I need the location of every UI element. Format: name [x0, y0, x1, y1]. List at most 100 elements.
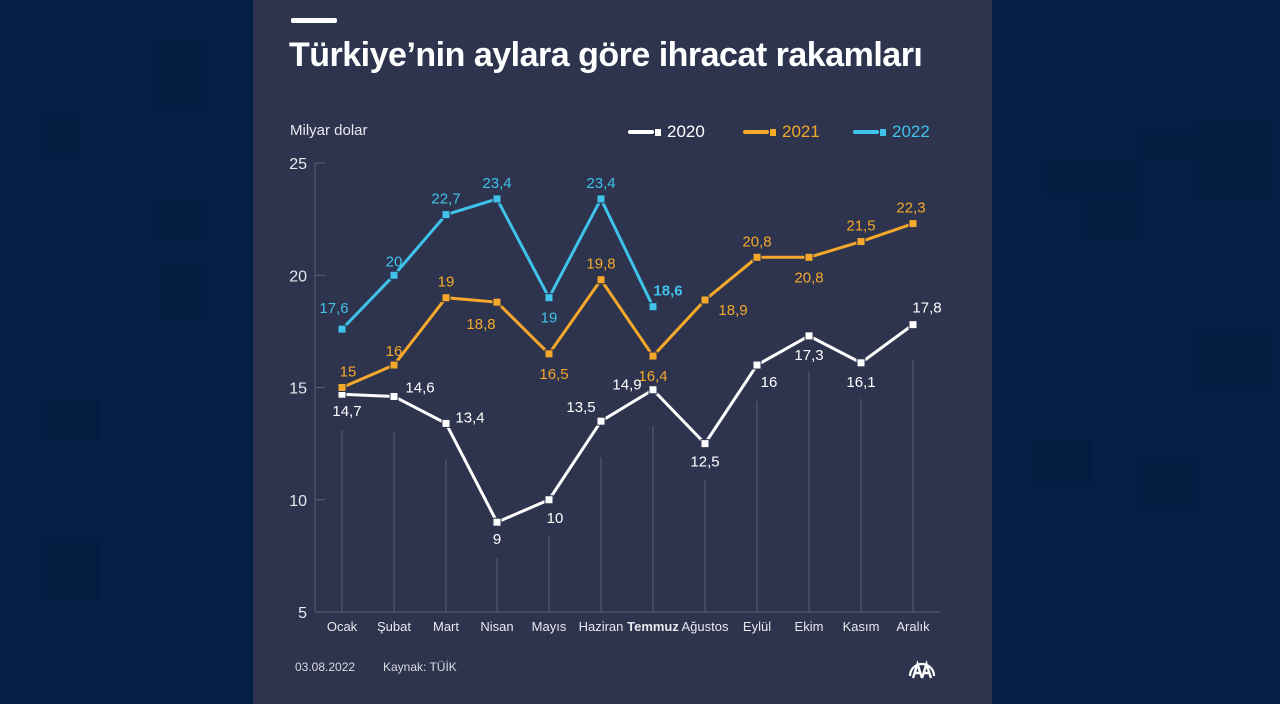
data-label-2020: 14,9 [612, 377, 641, 394]
data-source: Kaynak: TÜİK [383, 660, 457, 674]
legend-label: 2020 [667, 122, 705, 141]
data-label-2020: 9 [493, 531, 501, 548]
data-point-marker [804, 252, 814, 262]
y-axis-unit-label: Milyar dolar [290, 122, 368, 139]
data-point-marker [648, 385, 658, 395]
line-chart: 5 10 15 20 25 Ocak Şubat Mart Nisan Mayıs Haziran T… [289, 156, 941, 634]
data-point-marker [752, 252, 762, 262]
background-decoration [45, 400, 100, 440]
data-label-2022: 23,4 [482, 175, 511, 192]
legend-marker-icon [880, 128, 886, 136]
background-decoration [1142, 460, 1197, 510]
anadolu-agency-logo-icon [908, 660, 936, 679]
legend-marker-icon [770, 128, 776, 136]
legend-item-2021: 2021 [743, 122, 820, 142]
data-point-marker [389, 270, 399, 280]
data-label-2022: 17,6 [319, 300, 348, 317]
y-tick-label: 15 [289, 381, 307, 398]
data-point-marker [596, 194, 606, 204]
data-label-2022: 18,6 [653, 283, 682, 300]
data-label-2020: 12,5 [690, 454, 719, 471]
x-tick-label: Temmuz [627, 619, 679, 634]
data-point-marker [544, 293, 554, 303]
data-label-2021: 21,5 [846, 218, 875, 235]
data-label-2020: 17,3 [794, 347, 823, 364]
infographic-card: Türkiye’nin aylara göre ihracat rakamlar… [253, 0, 992, 704]
data-point-marker [856, 237, 866, 247]
y-tick-label: 10 [289, 493, 307, 510]
x-tick-label: Kasım [843, 619, 880, 634]
data-label-2021: 19,8 [586, 256, 615, 273]
data-labels: 14,7 14,6 13,4 9 10 13,5 14,9 12,5 16 17,3 16,1 17,… [319, 175, 941, 548]
background-decoration [155, 40, 205, 110]
data-label-2021: 19 [438, 274, 455, 291]
data-point-marker [856, 358, 866, 368]
data-label-2020: 17,8 [912, 300, 941, 317]
x-tick-label: Ağustos [682, 619, 729, 634]
data-label-2020: 10 [547, 510, 564, 527]
x-tick-label: Şubat [377, 619, 411, 634]
data-label-2021: 16,4 [638, 368, 667, 385]
background-left [0, 0, 253, 704]
background-decoration [1142, 130, 1197, 160]
chart-series [337, 194, 918, 527]
legend-line-icon [628, 130, 654, 134]
background-decoration [1197, 120, 1272, 200]
background-decoration [45, 540, 100, 600]
data-point-marker [700, 439, 710, 449]
publish-date: 03.08.2022 [295, 660, 356, 674]
x-tick-label: Ocak [327, 619, 358, 634]
data-label-2022: 23,4 [586, 175, 615, 192]
x-tick-label: Ekim [795, 619, 824, 634]
data-point-marker [492, 194, 502, 204]
month-drop-lines [341, 360, 914, 612]
y-tick-label: 5 [298, 605, 307, 622]
data-point-marker [648, 302, 658, 312]
background-decoration [1087, 200, 1142, 240]
data-point-marker [337, 324, 347, 334]
data-label-2021: 20,8 [742, 233, 771, 250]
data-label-2021: 20,8 [794, 269, 823, 286]
background-decoration [1047, 160, 1142, 195]
legend-item-2020: 2020 [628, 122, 705, 142]
legend-item-2022: 2022 [853, 122, 930, 142]
legend-label: 2021 [782, 122, 820, 141]
data-point-marker [544, 495, 554, 505]
legend-line-icon [743, 130, 769, 134]
data-label-2021: 16,5 [539, 366, 568, 383]
data-point-marker [648, 351, 658, 361]
data-point-marker [596, 416, 606, 426]
data-label-2022: 22,7 [431, 191, 460, 208]
data-label-2020: 16 [761, 374, 778, 391]
data-point-marker [441, 293, 451, 303]
x-tick-label: Mart [433, 619, 459, 634]
series-line-2020 [341, 323, 914, 525]
background-decoration [45, 115, 80, 155]
data-label-2022: 19 [541, 310, 558, 327]
data-label-2020: 13,4 [455, 409, 484, 426]
x-tick-label: Mayıs [532, 619, 567, 634]
data-point-marker [908, 320, 918, 330]
background-right [992, 0, 1280, 704]
data-point-marker [804, 331, 814, 341]
legend-label: 2022 [892, 122, 930, 141]
data-label-2021: 15 [340, 364, 357, 381]
x-tick-label: Eylül [743, 619, 771, 634]
x-tick-label: Haziran [579, 619, 624, 634]
y-tick-label: 25 [289, 156, 307, 173]
chart-title: Türkiye’nin aylara göre ihracat rakamlar… [289, 36, 923, 74]
data-label-2021: 18,8 [466, 316, 495, 333]
data-point-marker [389, 391, 399, 401]
background-decoration [1197, 330, 1272, 390]
data-point-marker [492, 297, 502, 307]
data-point-marker [596, 275, 606, 285]
data-point-marker [492, 517, 502, 527]
data-label-2022: 20 [386, 253, 403, 270]
data-label-2020: 13,5 [566, 399, 595, 416]
data-point-marker [441, 418, 451, 428]
background-decoration [1032, 440, 1092, 485]
data-point-marker [389, 360, 399, 370]
data-label-2021: 22,3 [896, 200, 925, 217]
background-decoration [160, 265, 205, 320]
data-label-2020: 14,7 [332, 403, 361, 420]
